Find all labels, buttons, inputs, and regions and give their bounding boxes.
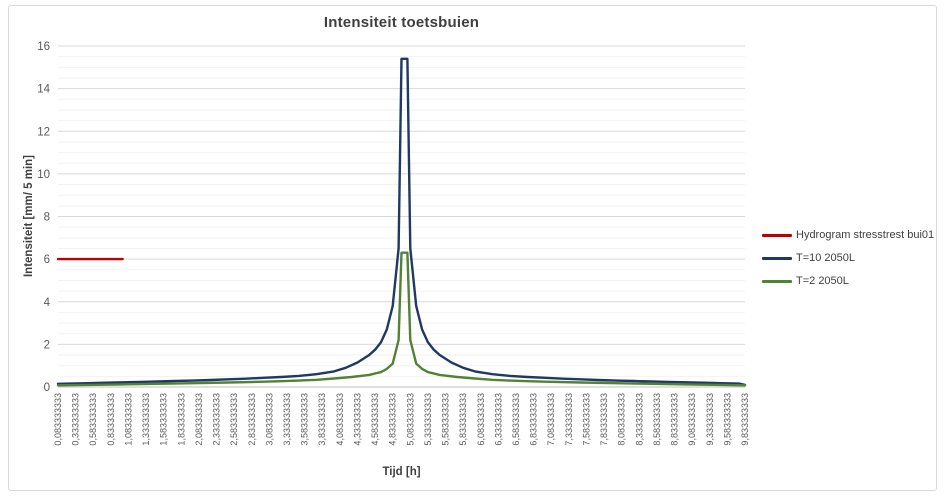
series-line-1 — [56, 57, 747, 387]
x-tick-label: 3,333333333 — [282, 393, 292, 446]
legend-line-swatch-green — [762, 279, 792, 283]
series-line-2 — [56, 251, 747, 387]
x-tick-label: 1,583333333 — [159, 393, 169, 446]
y-tick-label: 2 — [44, 339, 50, 351]
x-tick-label: 1,833333333 — [176, 393, 186, 446]
x-tick-label: 6,833333333 — [529, 393, 539, 446]
y-tick-label: 4 — [44, 297, 51, 309]
x-tick-label: 3,833333333 — [317, 393, 327, 446]
x-tick-label: 4,833333333 — [388, 393, 398, 446]
legend-item-t10: T=10 2050L — [762, 252, 934, 264]
legend: Hydrogram stresstrest bui01 T=10 2050L T… — [762, 229, 934, 287]
x-tick-label: 9,083333333 — [687, 393, 697, 446]
x-tick-label: 7,083333333 — [546, 393, 556, 446]
x-tick-label: 8,833333333 — [670, 393, 680, 446]
x-axis-title: Tijd [h] — [382, 466, 421, 478]
legend-label: T=2 2050L — [796, 275, 849, 287]
y-tick-label: 14 — [37, 84, 50, 96]
x-tick-label: 5,833333333 — [458, 393, 468, 446]
y-tick-label: 10 — [37, 169, 50, 181]
x-tick-label: 4,083333333 — [335, 393, 345, 446]
legend-item-hydrogram: Hydrogram stresstrest bui01 — [762, 229, 934, 241]
x-tick-label: 5,333333333 — [423, 393, 433, 446]
x-tick-label: 9,333333333 — [705, 393, 715, 446]
legend-label: T=10 2050L — [796, 252, 856, 264]
y-tick-label: 6 — [44, 254, 50, 266]
x-tick-label: 1,333333333 — [141, 393, 151, 446]
x-tick-label: 7,333333333 — [564, 393, 574, 446]
y-tick-label: 16 — [37, 41, 50, 53]
x-tick-label: 3,583333333 — [300, 393, 310, 446]
x-tick-label: 8,083333333 — [617, 393, 627, 446]
x-tick-label: 3,083333333 — [264, 393, 274, 446]
x-tick-label: 0,833333333 — [106, 393, 116, 446]
x-tick-label: 9,833333333 — [740, 393, 750, 446]
x-tick-label: 9,583333333 — [722, 393, 732, 446]
y-axis-title: Intensiteit [mm/ 5 min] — [23, 154, 35, 278]
x-tick-label: 6,083333333 — [476, 393, 486, 446]
x-tick-label: 0,333333333 — [71, 393, 81, 446]
y-tick-label: 8 — [44, 212, 50, 224]
x-tick-label: 6,333333333 — [493, 393, 503, 446]
x-tick-label: 0,583333333 — [88, 393, 98, 446]
x-tick-label: 1,083333333 — [123, 393, 133, 446]
x-tick-label: 4,583333333 — [370, 393, 380, 446]
x-tick-label: 2,833333333 — [247, 393, 257, 446]
x-tick-label: 8,583333333 — [652, 393, 662, 446]
x-tick-label: 2,083333333 — [194, 393, 204, 446]
y-tick-label: 0 — [44, 382, 50, 394]
x-tick-label: 6,583333333 — [511, 393, 521, 446]
x-tick-label: 4,333333333 — [352, 393, 362, 446]
x-tick-label: 7,583333333 — [581, 393, 591, 446]
x-tick-label: 2,583333333 — [229, 393, 239, 446]
x-tick-label: 5,583333333 — [441, 393, 451, 446]
legend-label: Hydrogram stresstrest bui01 — [796, 229, 935, 241]
legend-item-t2: T=2 2050L — [762, 275, 934, 287]
x-tick-label: 2,333333333 — [212, 393, 222, 446]
x-tick-label: 7,833333333 — [599, 393, 609, 446]
x-tick-label: 0,083333333 — [53, 393, 63, 446]
x-tick-label: 5,083333333 — [405, 393, 415, 446]
legend-line-swatch-red — [762, 233, 792, 237]
y-tick-label: 12 — [37, 126, 50, 138]
x-tick-label: 8,333333333 — [634, 393, 644, 446]
legend-line-swatch-blue — [762, 256, 792, 260]
chart-title: Intensiteit toetsbuien — [323, 14, 480, 31]
